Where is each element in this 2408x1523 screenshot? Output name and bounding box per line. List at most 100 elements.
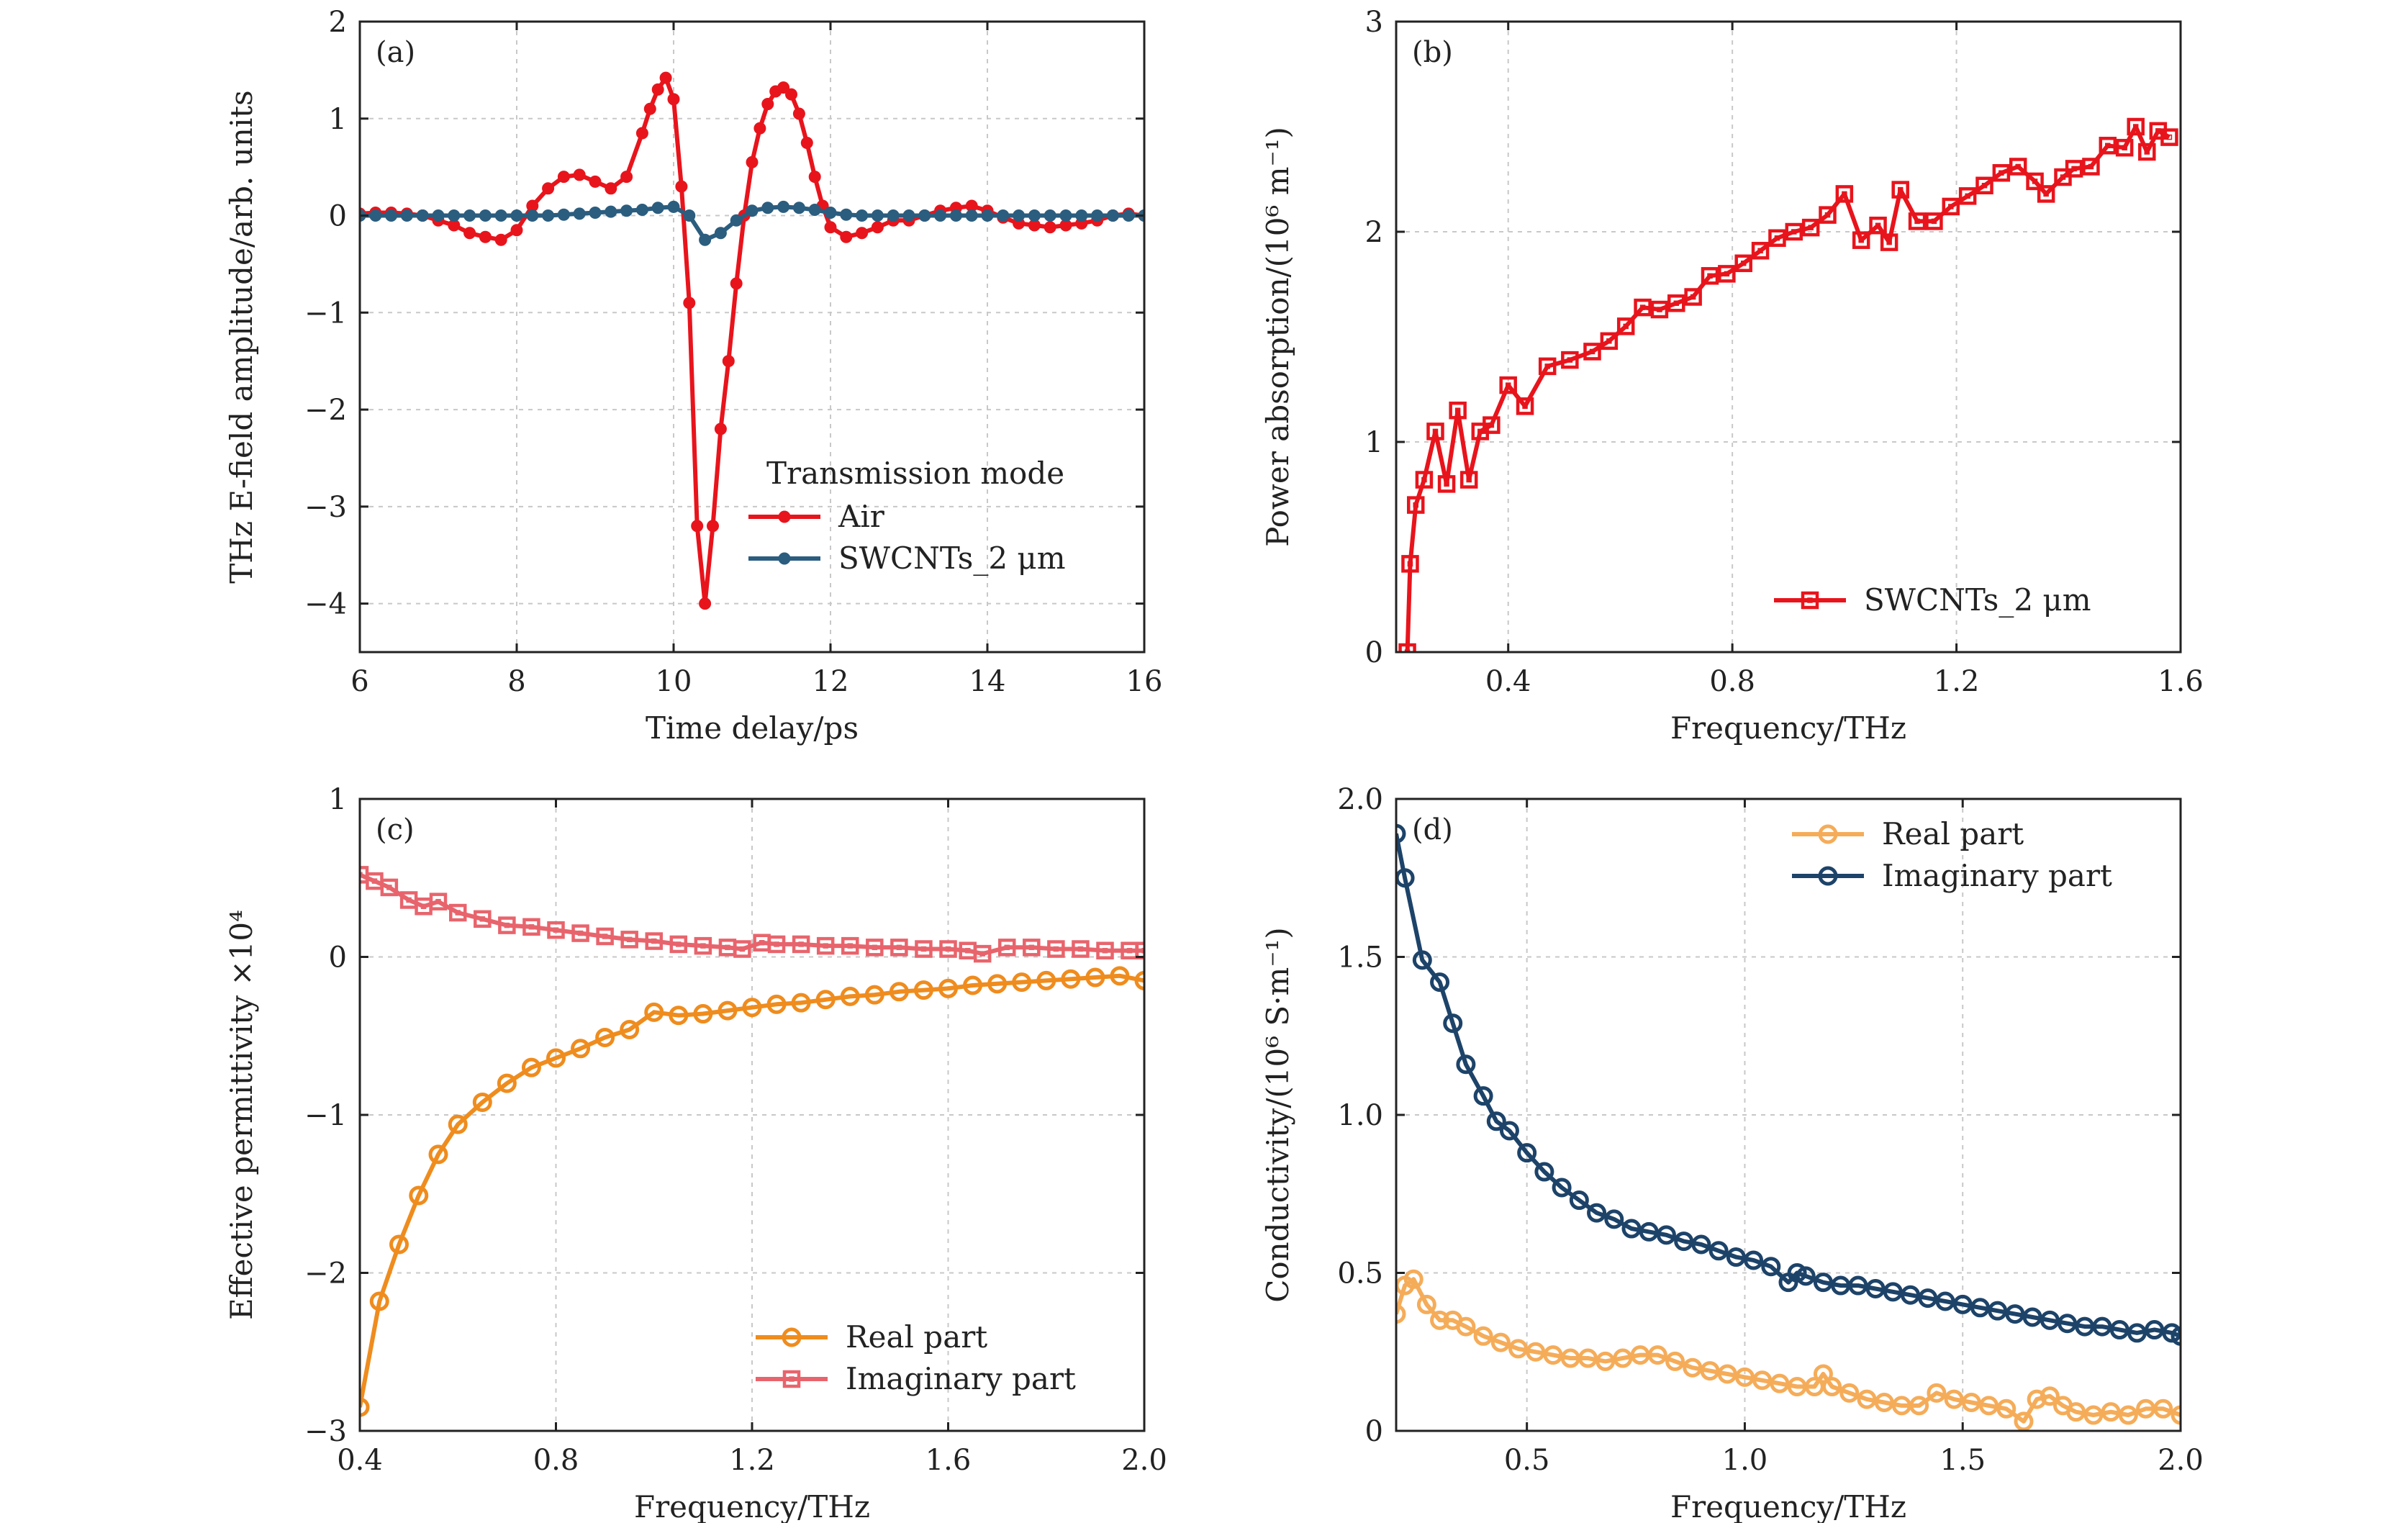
data-point-inner (1948, 204, 1954, 209)
data-point (605, 205, 617, 218)
data-point-inner (1589, 348, 1595, 355)
y-tick-label: 2 (1365, 216, 1383, 249)
data-point (792, 935, 810, 954)
data-point (1534, 1162, 1554, 1182)
data-point (965, 209, 978, 222)
data-point (1801, 218, 1820, 237)
data-point (1430, 1310, 1450, 1330)
data-point (1822, 1377, 1842, 1397)
data-point-inner (1053, 946, 1059, 952)
data-point (510, 209, 523, 222)
x-tick-label: 0.5 (1504, 1444, 1550, 1477)
data-point (791, 993, 811, 1013)
data-point (432, 209, 445, 222)
data-point (808, 203, 821, 216)
data-point (2027, 1389, 2047, 1409)
data-point (1621, 1219, 1642, 1239)
data-point (605, 182, 617, 195)
data-point (1430, 972, 1450, 993)
data-point (2127, 117, 2145, 136)
data-point (1734, 1367, 1755, 1387)
data-point-inner (1724, 271, 1730, 277)
data-point-inner (360, 872, 363, 878)
data-point (871, 209, 884, 222)
x-tick-label: 10 (656, 665, 692, 698)
data-point-inner (1931, 218, 1937, 225)
data-point (667, 200, 680, 213)
data-point (494, 233, 507, 246)
x-axis-label: Frequency/THz (1670, 1489, 1906, 1523)
data-point (1927, 1383, 1947, 1403)
data-point (1880, 233, 1898, 251)
data-point (385, 209, 398, 222)
y-tick-label: 1.0 (1337, 1099, 1383, 1132)
data-point (1865, 1278, 1886, 1298)
data-point (620, 1019, 640, 1039)
legend-entry: SWCNTs_2 μm (838, 541, 1066, 576)
legend-swatch-marker-inner (1807, 597, 1813, 603)
data-point (380, 878, 399, 897)
x-tick-label: 16 (1126, 665, 1163, 698)
legend-entry: Real part (1882, 816, 2024, 851)
data-point (913, 980, 933, 1000)
data-point (890, 939, 908, 957)
data-point (1925, 212, 1943, 230)
data-point (589, 175, 602, 188)
data-point-inner (1914, 218, 1920, 225)
data-point (730, 214, 743, 227)
data-point-inner (1965, 193, 1970, 199)
data-point (1874, 1392, 1894, 1412)
y-tick-label: 0 (329, 941, 347, 975)
series-line-1 (1396, 833, 2181, 1339)
data-point (730, 277, 743, 290)
data-point-inner (798, 941, 804, 947)
data-point (472, 1092, 492, 1112)
data-point-inner (1407, 561, 1413, 567)
data-point (1958, 187, 1977, 205)
data-point (1992, 163, 2011, 182)
x-axis-label: Time delay/ps (646, 710, 859, 746)
data-point-inner (1623, 323, 1629, 330)
data-point-inner (2132, 124, 2139, 130)
data-point (1839, 1383, 1860, 1403)
data-point-inner (420, 903, 427, 910)
data-point-inner (1639, 304, 1646, 310)
data-point (1883, 1282, 1903, 1302)
data-point-inner (1824, 212, 1831, 218)
data-point (1499, 376, 1517, 394)
legend: Real part Imaginary part (1792, 816, 2112, 893)
data-point (1600, 332, 1619, 351)
series-line-1 (360, 872, 1144, 957)
data-point (1718, 265, 1736, 283)
data-point (963, 975, 983, 995)
data-point (522, 918, 540, 936)
data-point-inner (1544, 363, 1550, 369)
plot-area (360, 71, 1144, 610)
data-point (1561, 351, 1579, 369)
data-point (761, 98, 774, 111)
data-point-inner (504, 922, 510, 928)
data-point (1857, 1389, 1877, 1409)
data-point (1134, 970, 1144, 990)
data-point (651, 202, 664, 214)
data-point (635, 127, 648, 140)
data-point-inner (1126, 947, 1133, 954)
data-point (589, 206, 602, 219)
data-point (1761, 1257, 1781, 1277)
data-point-inner (920, 946, 927, 952)
data-point (2026, 172, 2044, 191)
data-point (683, 297, 696, 309)
data-point (767, 935, 786, 954)
legend-entry: SWCNTs_2 μm (1864, 582, 2091, 618)
data-point (742, 998, 762, 1018)
data-point (777, 81, 790, 94)
data-point (856, 227, 869, 240)
data-point (949, 209, 962, 222)
data-point (1667, 294, 1685, 312)
data-point (1796, 1266, 1816, 1286)
data-point (643, 102, 656, 115)
data-point-inner (2043, 191, 2049, 197)
data-point (479, 209, 492, 222)
data-point (1443, 1013, 1463, 1034)
data-point (1935, 1291, 1955, 1311)
